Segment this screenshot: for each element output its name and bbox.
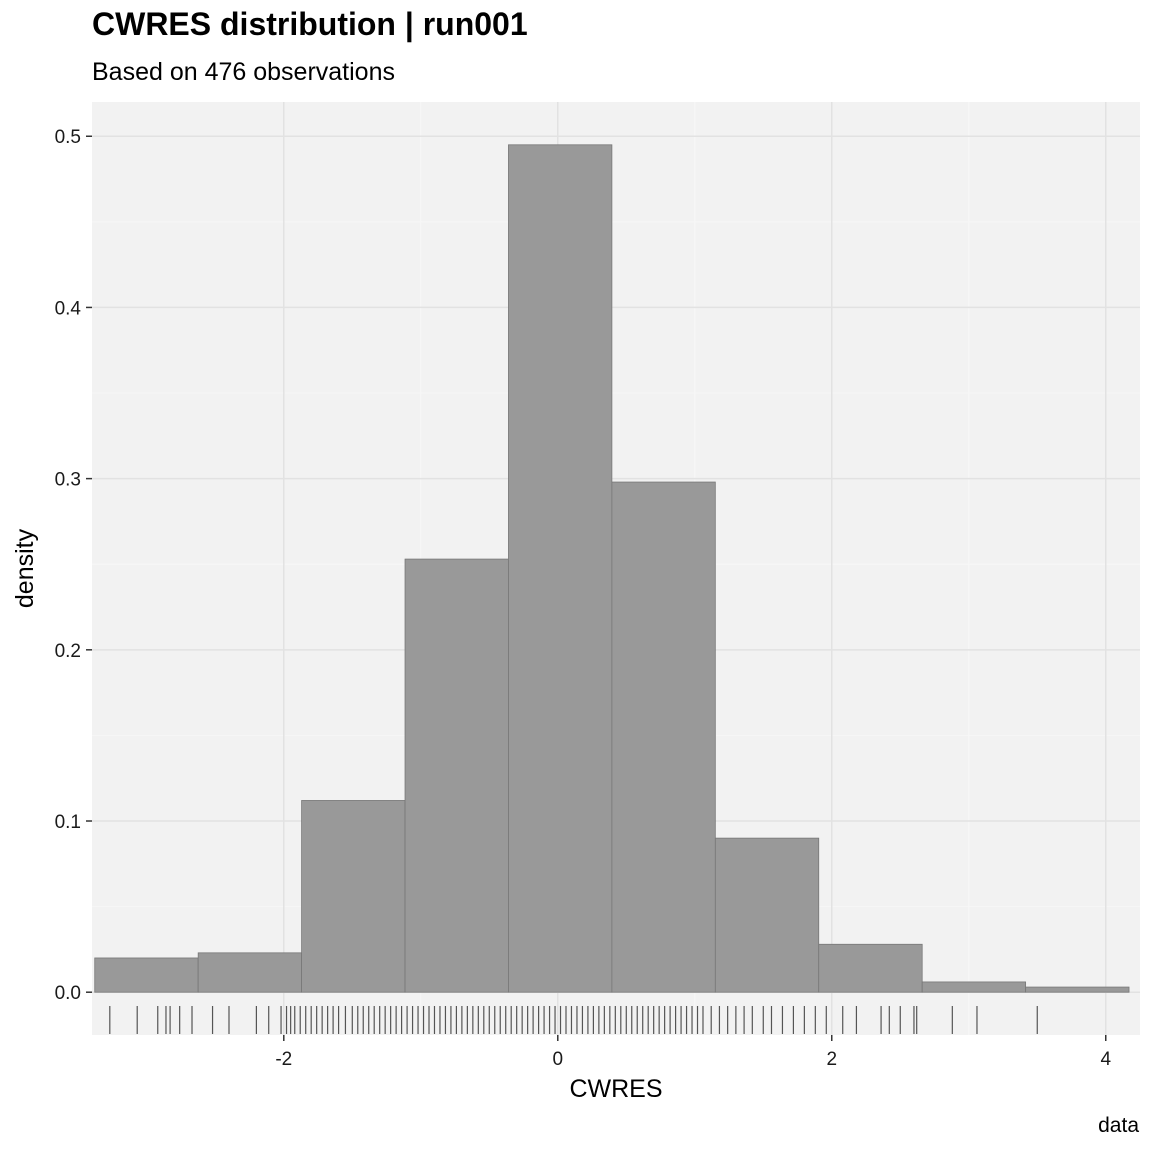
histogram-bar-1 (94, 957, 199, 993)
y-tick-label: 0.0 (55, 983, 81, 1004)
histogram-bar-8 (818, 943, 923, 993)
y-tick-label: 0.2 (55, 641, 81, 662)
chart-caption: data (1098, 1114, 1139, 1137)
histogram-bar-9 (921, 981, 1027, 993)
x-tick-label: -2 (275, 1049, 292, 1070)
y-tick-label: 0.3 (55, 470, 81, 491)
y-tick-label: 0.5 (55, 127, 81, 148)
y-tick-label: 0.4 (55, 298, 82, 319)
axes: -2 0 2 4 0.0 0.1 0.2 0.3 0.4 0.5 (55, 127, 1112, 1070)
histogram-bar-6 (611, 481, 716, 993)
histogram-bar-3 (301, 800, 406, 993)
rug-marks (109, 1006, 1038, 1034)
histogram-bar-4 (404, 558, 509, 993)
x-tick-label: 2 (826, 1049, 837, 1070)
x-tick-label: 4 (1100, 1049, 1111, 1070)
histogram-bars (94, 144, 1130, 993)
histogram-bar-5 (508, 144, 613, 993)
histogram-bar-7 (714, 837, 820, 993)
histogram-bar-2 (197, 952, 303, 993)
chart-subtitle: Based on 476 observations (92, 58, 395, 86)
histogram-bar-10 (1025, 986, 1130, 993)
y-axis-title: density (11, 528, 39, 608)
y-tick-label: 0.1 (55, 812, 81, 833)
x-tick-label: 0 (552, 1049, 563, 1070)
x-axis-title: CWRES (569, 1075, 662, 1103)
chart-title: CWRES distribution | run001 (92, 6, 528, 42)
